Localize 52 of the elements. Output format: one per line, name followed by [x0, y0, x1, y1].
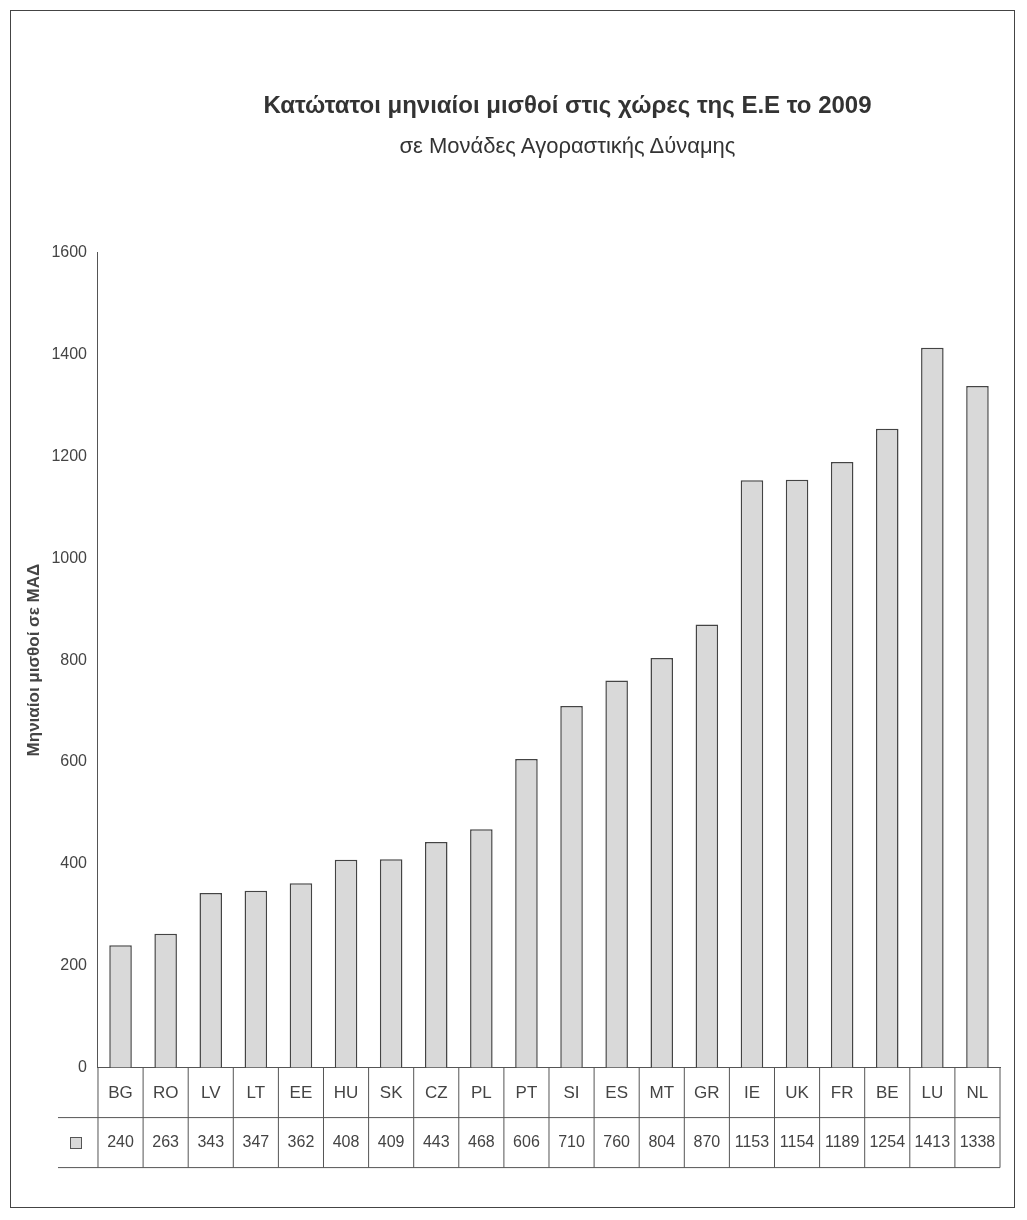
- y-tick-label: 1400: [51, 344, 88, 362]
- data-label: 347: [242, 1133, 270, 1151]
- x-tick-label: ES: [605, 1083, 628, 1103]
- data-label: 1413: [914, 1133, 951, 1151]
- y-tick-label: 200: [60, 956, 88, 974]
- x-tick-label: LU: [921, 1083, 944, 1103]
- y-tick-label: 400: [60, 854, 88, 872]
- data-label: 263: [152, 1133, 180, 1151]
- data-label: 804: [648, 1133, 676, 1151]
- data-label: 760: [603, 1133, 631, 1151]
- y-tick-label: 800: [60, 650, 88, 668]
- chart-subtitle: σε Μονάδες Αγοραστικής Δύναμης: [398, 133, 737, 159]
- data-label: 1154: [779, 1133, 815, 1151]
- data-label: 1153: [734, 1133, 770, 1151]
- x-tick-label: UK: [785, 1083, 810, 1103]
- x-tick-label: PT: [515, 1083, 538, 1103]
- data-label: 362: [287, 1133, 315, 1151]
- x-tick-label: RO: [152, 1083, 179, 1103]
- x-tick-label: IE: [743, 1083, 760, 1103]
- y-tick-label: 0: [78, 1058, 88, 1076]
- x-tick-label: PL: [470, 1083, 492, 1103]
- data-label: 1254: [869, 1133, 906, 1151]
- y-axis-title: Μηνιαίοι μισθοί σε ΜΑΔ: [23, 563, 43, 757]
- data-label: 468: [467, 1133, 495, 1151]
- x-tick-label: LV: [200, 1083, 222, 1103]
- data-label: 343: [197, 1133, 225, 1151]
- data-label: 409: [377, 1133, 405, 1151]
- x-tick-label: EE: [289, 1083, 313, 1103]
- data-label: 870: [693, 1133, 721, 1151]
- x-tick-label: SI: [563, 1083, 580, 1103]
- x-tick-label: BG: [108, 1083, 133, 1103]
- y-tick-label: 600: [60, 752, 88, 770]
- data-label: 443: [422, 1133, 450, 1151]
- x-tick-label: SK: [379, 1083, 404, 1103]
- x-tick-label: NL: [966, 1083, 989, 1103]
- y-tick-label: 1600: [51, 243, 88, 261]
- x-tick-label: HU: [333, 1083, 359, 1103]
- x-tick-label: MT: [649, 1083, 675, 1103]
- x-tick-label: BE: [875, 1083, 899, 1103]
- data-label: 1189: [824, 1133, 860, 1151]
- x-tick-label: LT: [246, 1083, 266, 1103]
- x-tick-label: CZ: [424, 1083, 448, 1103]
- y-tick-label: 1200: [51, 446, 88, 464]
- y-tick-label: 1000: [51, 548, 88, 566]
- data-label: 408: [332, 1133, 360, 1151]
- chart-title: Κατώτατοι μηνιαίοι μισθοί στις χώρες της Ε.Ε το 2009: [262, 91, 873, 119]
- data-label: 710: [558, 1133, 585, 1151]
- data-label: 1338: [959, 1133, 996, 1151]
- data-label: 240: [107, 1133, 134, 1151]
- x-tick-label: GR: [694, 1083, 720, 1103]
- data-label: 606: [513, 1133, 540, 1151]
- x-tick-label: FR: [830, 1083, 854, 1103]
